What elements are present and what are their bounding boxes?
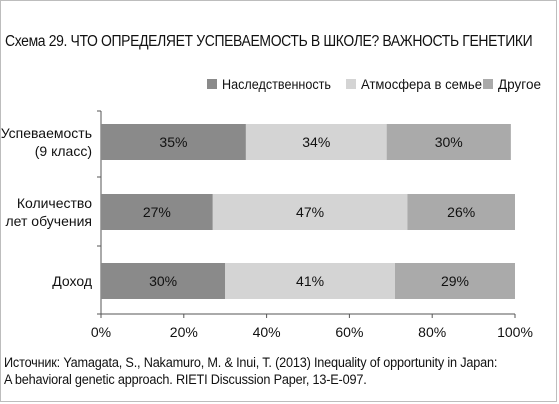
x-tick-label-2: 20%	[170, 324, 198, 340]
category-label-3-line-1: Доход	[52, 273, 92, 289]
source-note: Источник: Yamagata, S., Nakamuro, M. & I…	[4, 354, 497, 388]
data-label-1-heredity: 35%	[159, 134, 187, 150]
data-label-1-family: 34%	[302, 134, 330, 150]
legend-swatch-1	[207, 79, 217, 89]
source-line-2: A behavioral genetic approach. RIETI Dis…	[4, 372, 367, 387]
data-label-1-other: 30%	[435, 134, 463, 150]
category-label-1-line-1: Успеваемость	[1, 125, 92, 141]
x-tick-label-1: 0%	[91, 324, 111, 340]
chart-title: Схема 29. ЧТО ОПРЕДЕЛЯЕТ УСПЕВАЕМОСТЬ В …	[5, 33, 533, 50]
legend-swatch-2	[346, 79, 356, 89]
category-label-2-line-1: Количество	[17, 195, 92, 211]
data-label-2-heredity: 27%	[143, 204, 171, 220]
bar-2-heredity	[101, 194, 213, 230]
bar-2-other	[407, 194, 515, 230]
legend-label-1: Наследственность	[222, 77, 331, 92]
bar-1-family	[245, 124, 387, 160]
bar-3-other	[394, 263, 515, 299]
bar-2-family	[212, 194, 408, 230]
legend-swatch-3	[483, 79, 493, 89]
bar-1-other	[386, 124, 511, 160]
data-label-3-heredity: 30%	[149, 273, 177, 289]
x-tick-label-5: 80%	[418, 324, 446, 340]
data-label-3-other: 29%	[441, 273, 469, 289]
category-label-2-line-2: лет обучения	[5, 213, 92, 229]
data-label-3-family: 41%	[296, 273, 324, 289]
legend-label-3: Другое	[498, 77, 541, 92]
source-line-1: Источник: Yamagata, S., Nakamuro, M. & I…	[4, 355, 498, 370]
bar-1-heredity	[101, 124, 246, 160]
legend-label-2: Атмосфера в семье	[361, 77, 482, 92]
bar-3-family	[225, 263, 395, 299]
x-tick-label-3: 40%	[253, 324, 281, 340]
category-label-1-line-2: (9 класс)	[35, 143, 92, 159]
data-label-2-family: 47%	[296, 204, 324, 220]
x-tick-label-4: 60%	[335, 324, 363, 340]
data-label-2-other: 26%	[447, 204, 475, 220]
x-tick-label-6: 100%	[497, 324, 533, 340]
bar-3-heredity	[101, 263, 226, 299]
